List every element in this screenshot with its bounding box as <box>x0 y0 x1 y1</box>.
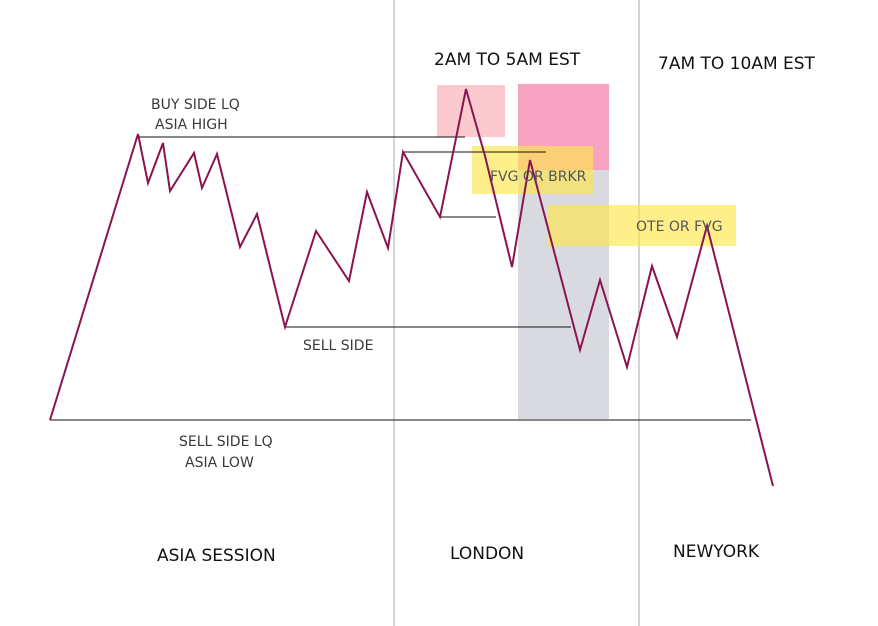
pink-light-zone <box>437 85 505 137</box>
newyork-window-label: 7AM TO 10AM EST <box>658 54 815 74</box>
newyork-session-label: NEWYORK <box>673 542 760 562</box>
fvg-or-brkr-label: FVG OR BRKR <box>490 169 587 185</box>
ote-or-fvg-label: OTE OR FVG <box>636 219 723 235</box>
sell-side-label: SELL SIDE <box>303 338 374 354</box>
london-window-label: 2AM TO 5AM EST <box>434 50 581 70</box>
price-path <box>49 88 774 487</box>
ote-or-fvg-zone <box>547 205 736 246</box>
sell-side-lq-label: SELL SIDE LQ <box>179 434 273 450</box>
london-session-label: LONDON <box>450 544 525 564</box>
asia-session-label: ASIA SESSION <box>157 546 276 566</box>
buy-side-lq-label: BUY SIDE LQ <box>151 97 240 113</box>
asia-low-label: ASIA LOW <box>185 455 254 471</box>
asia-high-label: ASIA HIGH <box>155 117 228 133</box>
